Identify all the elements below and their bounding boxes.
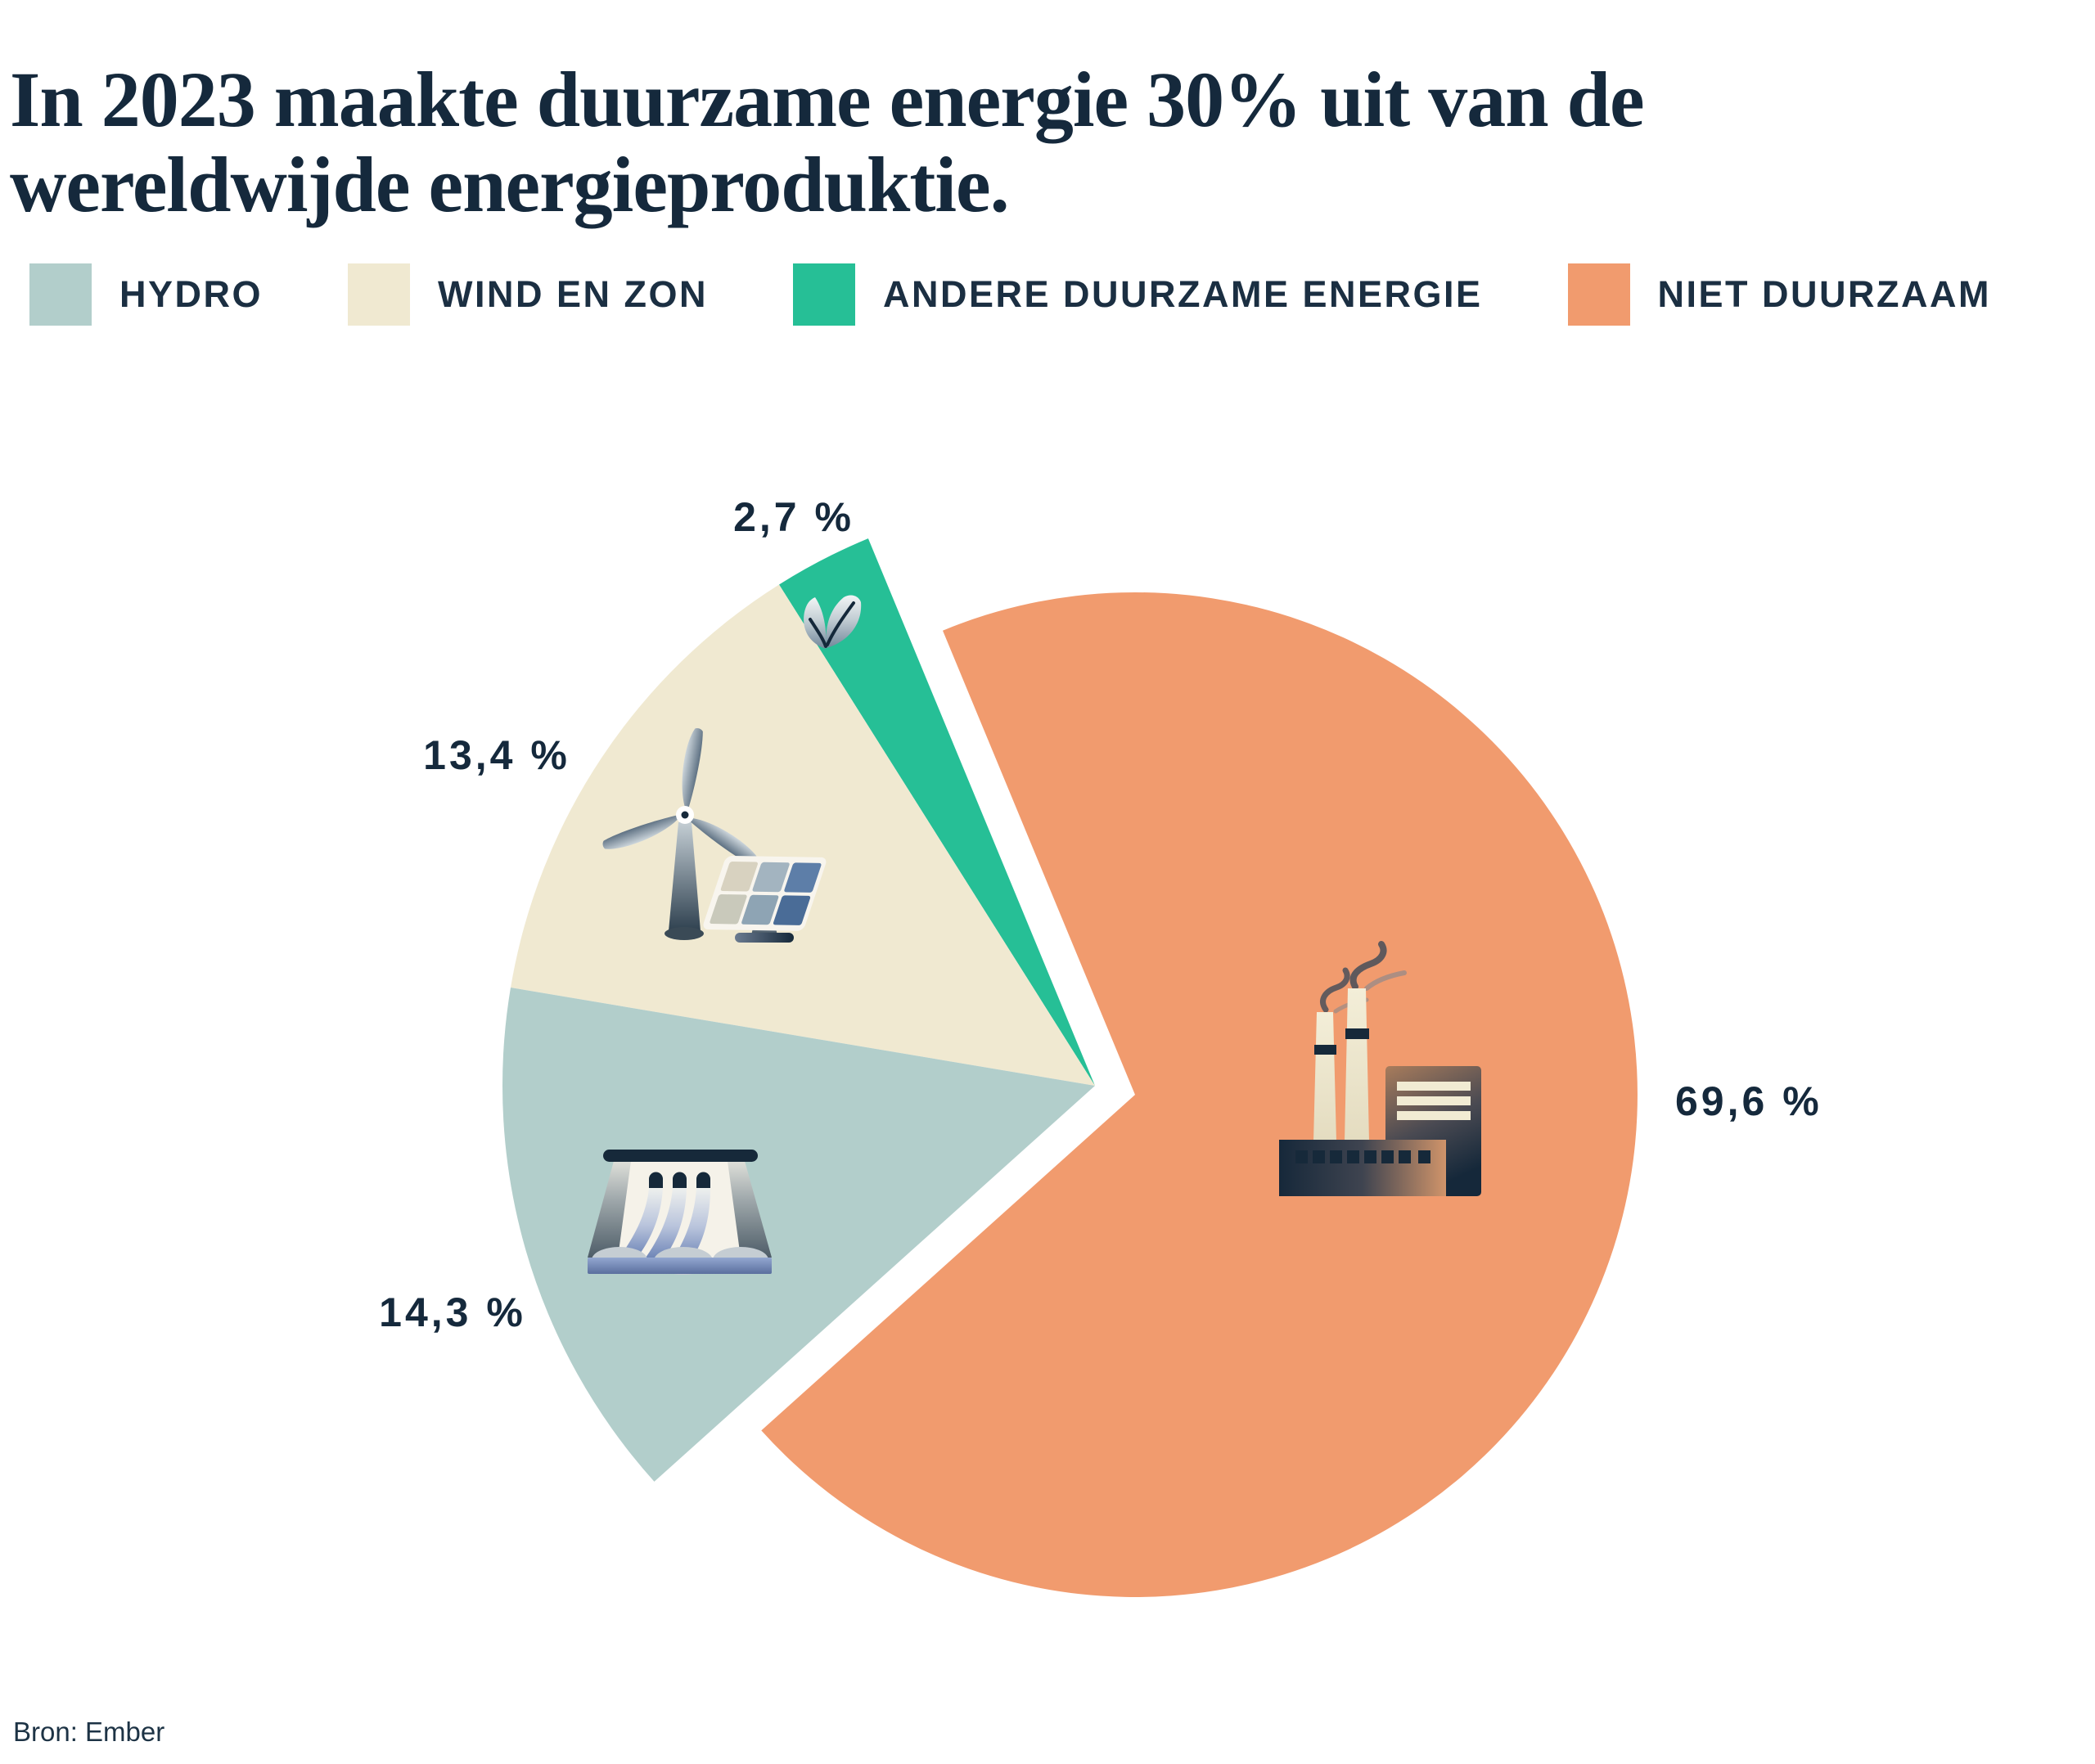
pie-slice-niet-duurzaam[interactable] xyxy=(761,592,1638,1597)
legend-swatch-hydro xyxy=(29,263,92,326)
legend-label-hydro: HYDRO xyxy=(119,273,264,315)
legend-label-niet-duurzaam: NIET DUURZAAM xyxy=(1657,273,1992,315)
legend-label-andere-duurzame-energie: ANDERE DUURZAME ENERGIE xyxy=(883,273,1483,315)
page-title-line1: In 2023 maakte duurzame energie 30% uit … xyxy=(10,56,1645,144)
factory-icon xyxy=(1279,941,1481,1196)
legend-label-wind-en-zon: WIND EN ZON xyxy=(438,273,708,315)
pie-slice-hydro[interactable] xyxy=(502,988,1095,1482)
pie-slice-wind-en-zon[interactable] xyxy=(511,584,1095,1087)
slice-value-label-hydro: 14,3 % xyxy=(379,1289,526,1335)
slice-value-label-andere-duurzame-energie: 2,7 % xyxy=(733,494,854,540)
legend-item-andere-duurzame-energie[interactable]: ANDERE DUURZAME ENERGIE xyxy=(793,263,1483,326)
pie-slice-andere-duurzame-energie[interactable] xyxy=(779,538,1095,1086)
legend-item-wind-en-zon[interactable]: WIND EN ZON xyxy=(348,263,708,326)
legend-swatch-andere-duurzame-energie xyxy=(793,263,855,326)
slice-value-label-wind-en-zon: 13,4 % xyxy=(423,732,570,778)
dam-icon xyxy=(588,1150,772,1275)
leaf-icon xyxy=(804,595,862,649)
legend-item-niet-duurzaam[interactable]: NIET DUURZAAM xyxy=(1567,263,1992,326)
legend-swatch-wind-en-zon xyxy=(348,263,411,326)
wind-turbine-solar-panel-icon xyxy=(602,728,827,943)
legend-item-hydro[interactable]: HYDRO xyxy=(29,263,263,326)
page-title-line2: wereldwijde energieproduktie. xyxy=(10,141,1010,229)
page-title: In 2023 maakte duurzame energie 30% uit … xyxy=(10,57,2039,227)
chart-legend: HYDRO WIND EN ZON ANDERE DUURZAME ENERGI… xyxy=(29,263,1991,326)
source-credit: Bron: Ember xyxy=(13,1717,165,1747)
legend-swatch-niet-duurzaam xyxy=(1567,263,1630,326)
slice-value-label-niet-duurzaam: 69,6 % xyxy=(1675,1078,1822,1124)
pie-wedges xyxy=(502,538,1638,1597)
